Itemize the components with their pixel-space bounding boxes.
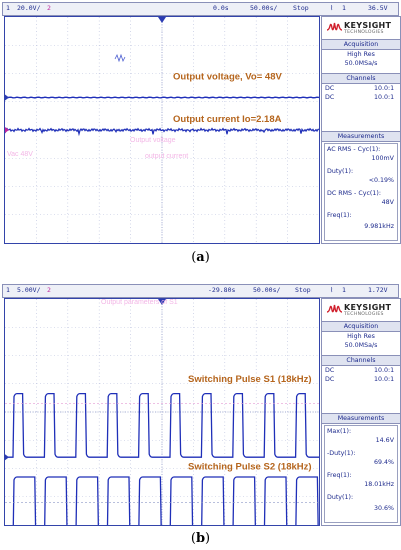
meas-value: 30.6% <box>373 505 394 512</box>
scope-topbar-b: 1 5.00V/ 2 -29.80s 50.00s/ Stop ⌇ 1 1.72… <box>2 284 399 298</box>
acquisition-header[interactable]: Acquisition <box>322 321 400 332</box>
ch1-level-marker <box>5 454 9 461</box>
run-state[interactable]: Stop <box>295 286 311 294</box>
sample-rate: 50.0MSa/s <box>344 60 378 67</box>
time-offset[interactable]: -29.80s <box>208 286 236 294</box>
measurements-list-a: AC RMS - Cyc(1): 100mV Duty(1): <0.19% D… <box>324 143 398 241</box>
trigger-level[interactable]: 1.72V <box>368 286 388 294</box>
sample-rate: 50.0MSa/s <box>344 342 378 349</box>
trigger-level[interactable]: 36.5V <box>368 4 388 12</box>
scope-screen-a: 1 20.0V/ 2 0.0s 50.00s/ Stop ⌇ 1 36.5V O… <box>0 0 401 245</box>
meas-label: Duty(1): <box>327 494 354 501</box>
side-panel-a: KEYSIGHT TECHNOLOGIES Acquisition High R… <box>321 16 401 244</box>
brand-logo-b: KEYSIGHT TECHNOLOGIES <box>322 299 400 322</box>
brand-name: KEYSIGHT <box>344 303 392 312</box>
ch1-coupling: DC <box>325 367 335 374</box>
caption-label: b <box>195 531 206 546</box>
acquisition-header[interactable]: Acquisition <box>322 39 400 50</box>
ch1-probe: 10.0:1 <box>374 367 395 374</box>
ghost-label: Output parameters of S1 <box>101 299 178 306</box>
measurements-list-b: Max(1): 14.6V -Duty(1): 69.4% Freq(1): 1… <box>324 425 398 523</box>
ch1-indicator[interactable]: 1 <box>6 4 10 12</box>
keysight-wave-icon <box>327 22 342 31</box>
caption-label: a <box>196 250 205 265</box>
acquisition-mode: High Res <box>347 333 375 340</box>
channels-header[interactable]: Channels <box>322 355 400 366</box>
trace-icon <box>114 53 126 63</box>
scope-screen-b: 1 5.00V/ 2 -29.80s 50.00s/ Stop ⌇ 1 1.72… <box>0 282 401 527</box>
meas-label: DC RMS - Cyc(1): <box>327 190 381 197</box>
meas-label: -Duty(1): <box>327 450 356 457</box>
run-state[interactable]: Stop <box>293 4 309 12</box>
waveform-plot-a: Output voltage Vac 48V output current Outpu… <box>5 17 319 243</box>
scope-topbar-a: 1 20.0V/ 2 0.0s 50.00s/ Stop ⌇ 1 36.5V <box>2 2 399 16</box>
ch1-probe: 10.0:1 <box>374 85 395 92</box>
ch1-scale[interactable]: 5.00V/ <box>17 286 41 294</box>
trigger-icon: ⌇ <box>330 286 334 294</box>
ch2-coupling: DC <box>325 376 335 383</box>
channels-header[interactable]: Channels <box>322 73 400 84</box>
ch2-probe: 10.0:1 <box>374 94 395 101</box>
brand-name: KEYSIGHT <box>344 21 392 30</box>
timebase[interactable]: 50.00s/ <box>250 4 278 12</box>
annotation-current: Output current Io=2.18A <box>173 114 282 125</box>
time-offset[interactable]: 0.0s <box>213 4 229 12</box>
caption-a: (a) <box>191 250 210 265</box>
ch1-indicator[interactable]: 1 <box>6 286 10 294</box>
timebase[interactable]: 50.00s/ <box>253 286 281 294</box>
caption-b: (b) <box>190 531 211 546</box>
pulse-s2-trace <box>12 476 319 525</box>
annotation-s1: Switching Pulse S1 (18kHz) <box>188 374 312 385</box>
ch2-indicator[interactable]: 2 <box>47 4 51 12</box>
trigger-position-marker <box>158 299 166 305</box>
waveform-grid-a: Output voltage Vac 48V output current Outpu… <box>4 16 320 244</box>
current-trace <box>5 127 319 137</box>
meas-label: Max(1): <box>327 428 352 435</box>
meas-value: 48V <box>381 199 394 206</box>
ghost-label: Output voltage <box>130 137 176 144</box>
trigger-icon: ⌇ <box>330 4 334 12</box>
ghost-label: Vac 48V <box>7 151 33 158</box>
side-panel-b: KEYSIGHT TECHNOLOGIES Acquisition High R… <box>321 298 401 526</box>
acquisition-mode: High Res <box>347 51 375 58</box>
voltage-trace <box>5 96 319 99</box>
trigger-position-marker <box>158 17 166 23</box>
ch2-level-marker <box>5 127 9 133</box>
trigger-channel[interactable]: 1 <box>342 286 346 294</box>
meas-label: Duty(1): <box>327 168 354 175</box>
meas-value: 100mV <box>371 155 394 162</box>
meas-label: Freq(1): <box>327 472 352 479</box>
brand-sub: TECHNOLOGIES <box>344 312 384 317</box>
meas-label: Freq(1): <box>327 212 352 219</box>
ch1-level-marker <box>5 94 9 101</box>
annotation-s2: Switching Pulse S2 (18kHz) <box>188 462 312 473</box>
brand-logo-a: KEYSIGHT TECHNOLOGIES <box>322 17 400 40</box>
keysight-wave-icon <box>327 304 342 313</box>
meas-value: <0.19% <box>368 177 394 184</box>
waveform-grid-b: Output parameters of S1 Switching Pulse S… <box>4 298 320 526</box>
ghost-label: output current <box>145 153 188 160</box>
measurements-header[interactable]: Measurements <box>322 131 400 142</box>
meas-value: 18.01kHz <box>364 481 394 488</box>
ch2-indicator[interactable]: 2 <box>47 286 51 294</box>
pulse-s1-trace <box>5 392 319 458</box>
ch2-probe: 10.0:1 <box>374 376 395 383</box>
meas-value: 14.6V <box>375 437 394 444</box>
trigger-channel[interactable]: 1 <box>342 4 346 12</box>
ch2-coupling: DC <box>325 94 335 101</box>
annotation-voltage: Output voltage, Vo= 48V <box>173 72 282 83</box>
brand-sub: TECHNOLOGIES <box>344 30 384 35</box>
waveform-plot-b: Output parameters of S1 Switching Pulse S… <box>5 299 319 525</box>
measurements-header[interactable]: Measurements <box>322 413 400 424</box>
meas-value: 9.981kHz <box>364 223 394 230</box>
ch1-coupling: DC <box>325 85 335 92</box>
ch1-scale[interactable]: 20.0V/ <box>17 4 41 12</box>
meas-value: 69.4% <box>373 459 394 466</box>
meas-label: AC RMS - Cyc(1): <box>327 146 381 153</box>
